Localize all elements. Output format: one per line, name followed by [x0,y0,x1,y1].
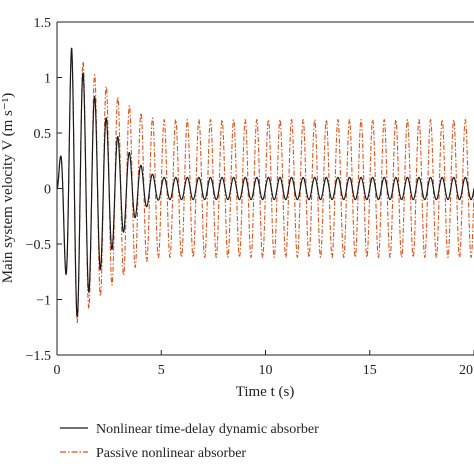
x-axis-label: Time t (s) [236,384,295,400]
ticks-layer: 0 5 10 15 20 1.5 1 0.5 0 −0.5 −1 −1.5 [26,16,474,378]
x-tick-label: 10 [259,363,273,378]
legend: Nonlinear time-delay dynamic absorber Pa… [60,422,319,461]
legend-label-passive: Passive nonlinear absorber [96,446,246,461]
series-layer [57,47,474,324]
y-tick-label: −1.5 [26,349,51,364]
y-tick-label: −0.5 [26,238,51,253]
x-tick-label: 5 [158,363,165,378]
x-tick-label: 0 [54,363,61,378]
y-tick-label: −1 [36,294,51,309]
x-tick-label: 20 [459,363,473,378]
x-tick-label: 15 [363,363,377,378]
series-line-timedelay [57,47,474,318]
y-axis-label: Main system velocity V (m s⁻¹) [0,93,16,284]
y-tick-label: 0.5 [34,127,52,142]
legend-label-timedelay: Nonlinear time-delay dynamic absorber [96,422,319,437]
y-tick-label: 1.5 [34,16,52,31]
y-tick-label: 1 [44,72,51,87]
y-tick-label: 0 [44,183,51,198]
